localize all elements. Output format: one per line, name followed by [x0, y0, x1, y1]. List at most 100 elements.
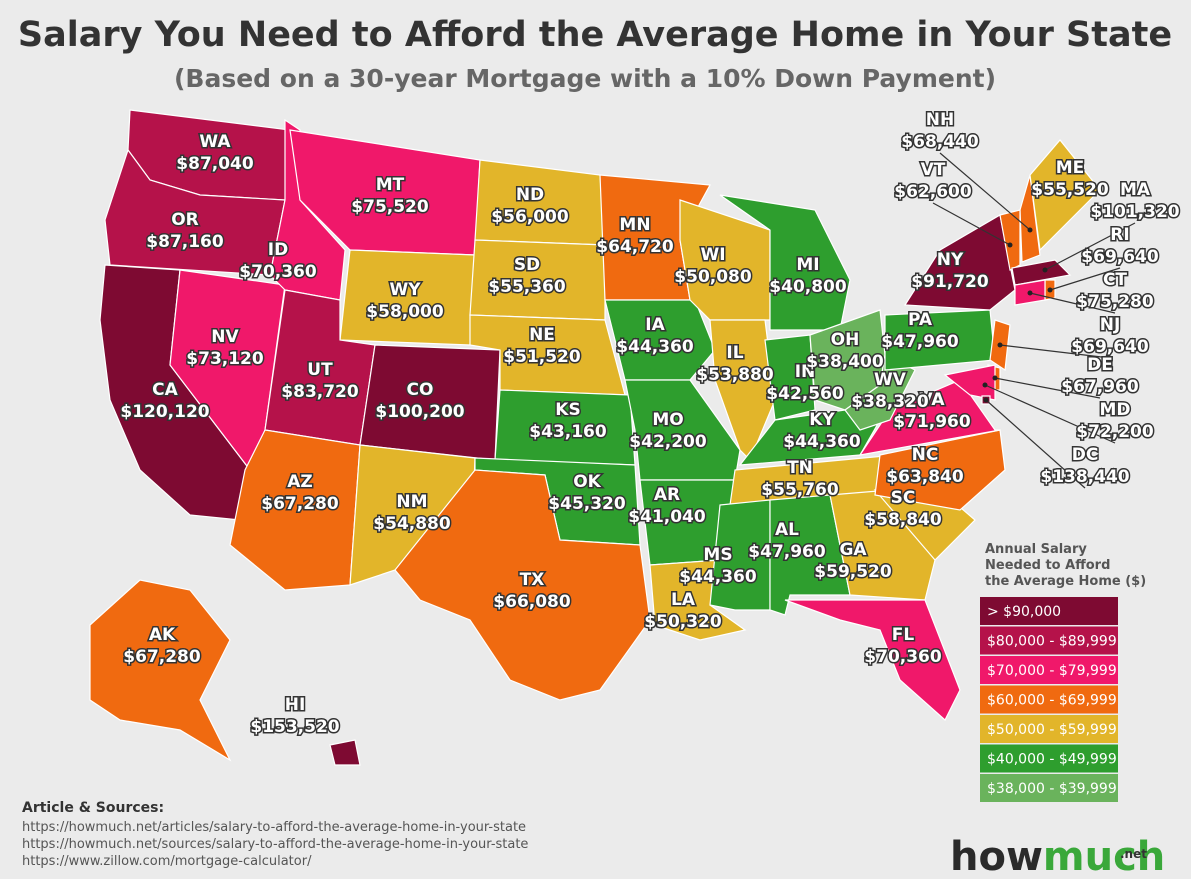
state-shape	[329, 739, 361, 766]
state-salary: $58,000	[366, 302, 444, 322]
leader-dot	[1027, 227, 1033, 233]
logo-tld: .net	[1120, 847, 1147, 861]
legend-label: > $90,000	[987, 604, 1061, 620]
leader-line	[932, 202, 1011, 246]
state-salary: $153,520	[250, 717, 339, 737]
state-salary: $59,520	[814, 562, 892, 582]
state-abbr: SD	[514, 255, 540, 275]
state-abbr: ME	[1056, 158, 1085, 178]
state-salary: $44,360	[679, 567, 757, 587]
state-shape	[89, 579, 232, 762]
state-salary: $50,320	[644, 612, 722, 632]
state-abbr: NC	[912, 445, 939, 465]
state-shape	[1029, 139, 1101, 252]
leader-line	[994, 377, 1101, 399]
source-link: https://howmuch.net/sources/salary-to-af…	[22, 837, 528, 852]
state-abbr: OR	[171, 210, 199, 230]
legend-swatch	[980, 744, 1118, 773]
state-salary: $55,360	[488, 277, 566, 297]
state-abbr: CO	[407, 380, 434, 400]
state-salary: $51,520	[503, 347, 581, 367]
state-salary: $44,360	[616, 337, 694, 357]
leader-line	[985, 399, 1086, 489]
state-abbr: NY	[937, 250, 964, 270]
state-abbr: AR	[654, 485, 680, 505]
state-abbr: MS	[703, 545, 732, 565]
state-salary: $53,880	[696, 365, 774, 385]
state-abbr: CT	[1103, 270, 1127, 290]
state-shape	[844, 354, 916, 431]
state-abbr: GA	[839, 540, 867, 560]
state-salary: $44,360	[783, 432, 861, 452]
state-abbr: MO	[652, 410, 683, 430]
state-abbr: KS	[555, 400, 580, 420]
state-shape	[999, 209, 1021, 271]
state-salary: $75,520	[351, 197, 429, 217]
state-abbr: TX	[520, 570, 545, 590]
state-salary: $73,120	[186, 349, 264, 369]
state-abbr: NM	[396, 492, 427, 512]
state-shape	[784, 599, 961, 721]
source-link: https://www.zillow.com/mortgage-calculat…	[22, 854, 312, 869]
state-abbr: WA	[199, 132, 231, 152]
subtitle: (Based on a 30-year Mortgage with a 10% …	[174, 64, 996, 93]
legend-swatch	[980, 656, 1118, 684]
state-salary: $68,440	[901, 132, 979, 152]
state-salary: $41,040	[628, 507, 706, 527]
state-salary: $47,960	[881, 332, 959, 352]
state-abbr: NV	[211, 327, 239, 347]
state-shape	[394, 469, 651, 701]
leader-line	[984, 384, 1116, 444]
state-salary: $47,960	[748, 542, 826, 562]
leader-dot	[1007, 242, 1013, 248]
state-abbr: HI	[285, 695, 306, 715]
leader-line	[1049, 267, 1121, 291]
state-salary: $42,200	[629, 432, 707, 452]
state-abbr: MI	[796, 255, 819, 275]
state-abbr: IL	[726, 343, 743, 363]
state-shape	[943, 364, 996, 401]
state-shape	[738, 409, 881, 466]
state-salary: $56,000	[491, 207, 569, 227]
source-link: https://howmuch.net/articles/salary-to-a…	[22, 820, 526, 835]
state-salary: $38,400	[806, 352, 884, 372]
state-abbr: IN	[795, 362, 816, 382]
state-abbr: FL	[892, 625, 915, 645]
legend-label: $40,000 - $49,999	[987, 752, 1117, 768]
state-abbr: DC	[1072, 445, 1099, 465]
leader-dot	[992, 375, 998, 381]
leader-dot	[983, 397, 989, 403]
state-abbr: MD	[1099, 400, 1130, 420]
state-salary: $91,720	[911, 272, 989, 292]
state-abbr: RI	[1110, 225, 1129, 245]
state-abbr: OK	[573, 472, 601, 492]
legend-title: Annual Salary	[985, 542, 1087, 557]
leader-lines	[932, 152, 1136, 489]
state-salary: $69,640	[1071, 337, 1149, 357]
state-abbr: WV	[874, 370, 907, 390]
state-salary: $69,640	[1081, 247, 1159, 267]
state-salary: $83,720	[281, 382, 359, 402]
state-salary: $67,280	[123, 647, 201, 667]
state-abbr: PA	[908, 310, 933, 330]
leader-line	[1029, 292, 1116, 314]
state-salary: $40,800	[769, 277, 847, 297]
state-abbr: MA	[1120, 180, 1151, 200]
legend-title: the Average Home ($)	[985, 574, 1146, 589]
logo-how: how	[950, 834, 1043, 879]
legend-swatch	[980, 597, 1118, 625]
state-abbr: MT	[376, 175, 405, 195]
leader-dot	[997, 342, 1003, 348]
state-abbr: NH	[926, 110, 954, 130]
state-abbr: ND	[516, 185, 544, 205]
leader-dot	[1042, 267, 1048, 273]
state-shape	[604, 299, 716, 381]
state-abbr: IA	[645, 315, 665, 335]
state-salary: $55,760	[761, 480, 839, 500]
state-salary: $66,080	[493, 592, 571, 612]
state-salary: $42,560	[766, 384, 844, 404]
state-salary: $50,080	[674, 267, 752, 287]
state-salary: $120,120	[120, 402, 209, 422]
state-salary: $63,840	[886, 467, 964, 487]
legend-swatch	[980, 626, 1118, 655]
